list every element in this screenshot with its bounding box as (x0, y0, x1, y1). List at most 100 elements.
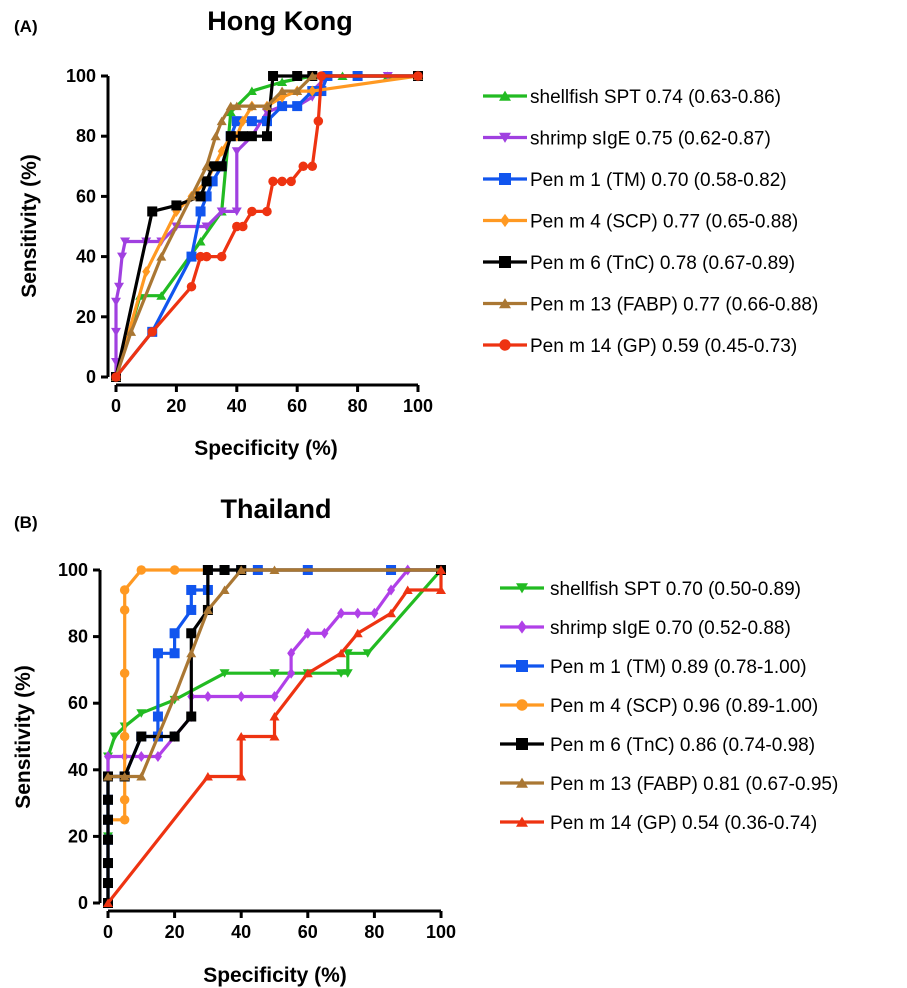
data-point-shellfish-spt-0-70 (342, 669, 353, 678)
legend-entry: Pen m 1 (TM) 0.70 (0.58-0.82) (483, 170, 787, 191)
data-point-pen-m-13-0-81 (169, 692, 180, 701)
legend-marker (516, 738, 528, 750)
panel-b-thailand: (B) Thailand Specificity (%) Sensitivity… (12, 494, 838, 987)
data-point-shellfish-spt-0-70 (362, 649, 373, 658)
legend-label: shellfish SPT 0.74 (0.63-0.86) (530, 87, 781, 108)
series-line-pen-m-14-0-59 (114, 74, 418, 379)
data-point-shrimp-sige-0-70 (303, 627, 312, 639)
legend-entry: Pen m 4 (SCP) 0.96 (0.89-1.00) (500, 696, 818, 717)
data-point-pen-m-14-0-54 (269, 712, 280, 721)
data-point-pen-m-14-0-59 (298, 161, 308, 172)
legend-marker (516, 816, 528, 827)
legend-label: Pen m 1 (TM) 0.89 (0.78-1.00) (550, 657, 807, 678)
data-point-shrimp-sige-0-75 (120, 237, 131, 247)
data-point-pen-m-6-0-78 (292, 71, 303, 81)
panel-a-axes: 0 20 40 60 80 100 0 20 40 60 80 100 (66, 66, 433, 416)
data-point-pen-m-14-0-54 (269, 732, 280, 741)
data-point-shrimp-sige-0-70 (237, 691, 246, 703)
data-point-shrimp-sige-0-75 (216, 207, 227, 216)
panel-b-y-axis-label: Sensitivity (%) (12, 665, 35, 809)
data-point-shrimp-sige-0-75 (231, 207, 242, 216)
x-tick-label: 20 (165, 922, 185, 942)
x-tick-label: 0 (103, 922, 113, 942)
data-point-pen-m-1-0-70 (292, 101, 303, 112)
y-tick-label: 20 (68, 826, 88, 846)
data-point-shellfish-spt-0-74 (195, 237, 206, 246)
data-point-pen-m-1-0-70 (201, 191, 212, 202)
data-point-pen-m-13-0-77 (277, 86, 288, 96)
data-point-pen-m-1-0-70 (186, 251, 197, 262)
data-point-pen-m-14-0-59 (277, 176, 287, 187)
y-tick-label: 0 (86, 367, 96, 387)
data-point-shrimp-sige-0-70 (337, 607, 346, 619)
data-point-pen-m-13-0-77 (262, 101, 272, 111)
data-point-pen-m-13-0-77 (201, 161, 212, 171)
x-tick-label: 40 (231, 922, 251, 942)
data-point-pen-m-6-0-78 (246, 131, 257, 142)
data-point-shrimp-sige-0-70 (353, 607, 362, 619)
data-point-pen-m-13-0-81 (219, 585, 230, 594)
data-point-pen-m-4-0-77 (217, 145, 226, 157)
data-point-shellfish-spt-0-74 (246, 86, 257, 96)
panel-a-title: Hong Kong (207, 6, 352, 36)
panel-b-legend: shellfish SPT 0.70 (0.50-0.89) shrimp sIg… (500, 579, 838, 834)
panel-b-letter: (B) (14, 513, 38, 532)
data-point-pen-m-14-0-59 (313, 116, 324, 126)
data-point-pen-m-14-0-59 (247, 206, 257, 217)
panel-a-legend: shellfish SPT 0.74 (0.63-0.86) shrimp sIg… (483, 87, 818, 357)
legend-entry: Pen m 13 (FABP) 0.81 (0.67-0.95) (500, 774, 838, 795)
data-point-pen-m-14-0-59 (316, 71, 327, 81)
panel-b-axes: 0 20 40 60 80 100 0 20 40 60 80 100 (58, 560, 456, 942)
data-point-pen-m-6-0-86 (169, 731, 180, 742)
legend-entry: shellfish SPT 0.70 (0.50-0.89) (500, 579, 801, 600)
data-point-pen-m-13-0-81 (136, 771, 147, 781)
y-tick-label: 80 (68, 627, 88, 647)
data-point-shrimp-sige-0-70 (137, 750, 146, 762)
series-pen-m-14-0-59 (111, 71, 423, 382)
data-point-shrimp-sige-0-70 (270, 691, 279, 703)
legend-entry: Pen m 13 (FABP) 0.77 (0.66-0.88) (483, 295, 818, 316)
data-point-pen-m-14-0-59 (216, 251, 227, 262)
data-point-pen-m-13-0-81 (269, 565, 280, 574)
data-point-pen-m-6-0-78 (262, 131, 272, 142)
data-point-pen-m-14-0-59 (201, 251, 212, 262)
data-point-pen-m-13-0-77 (210, 131, 221, 141)
data-point-shrimp-sige-0-75 (111, 327, 121, 337)
data-point-pen-m-13-0-77 (292, 86, 303, 96)
data-point-pen-m-6-0-78 (147, 206, 158, 217)
legend-marker (499, 256, 511, 268)
legend-entry: Pen m 6 (TnC) 0.86 (0.74-0.98) (500, 735, 815, 756)
data-point-shrimp-sige-0-75 (111, 297, 121, 307)
legend-label: Pen m 4 (SCP) 0.77 (0.65-0.88) (530, 212, 798, 233)
data-point-shrimp-sige-0-70 (104, 750, 112, 762)
data-point-pen-m-13-0-81 (236, 565, 247, 574)
x-tick-label: 80 (364, 922, 384, 942)
data-point-shellfish-spt-0-74 (156, 291, 167, 300)
y-tick-label: 60 (76, 186, 96, 206)
data-point-pen-m-14-0-59 (147, 327, 157, 337)
data-point-pen-m-13-0-77 (231, 101, 242, 111)
legend-label: Pen m 6 (TnC) 0.86 (0.74-0.98) (550, 735, 815, 756)
data-point-shrimp-sige-0-70 (387, 584, 396, 596)
legend-label: Pen m 14 (GP) 0.54 (0.36-0.74) (550, 813, 817, 834)
data-point-pen-m-14-0-54 (336, 648, 347, 658)
x-tick-label: 40 (227, 396, 247, 416)
data-point-pen-m-1-0-70 (231, 116, 242, 127)
data-point-pen-m-4-0-96 (119, 605, 130, 615)
legend-label: Pen m 13 (FABP) 0.81 (0.67-0.95) (550, 774, 838, 795)
data-point-pen-m-1-0-89 (186, 604, 197, 615)
legend-marker (499, 132, 511, 143)
data-point-pen-m-6-0-86 (186, 711, 197, 722)
data-point-pen-m-4-0-77 (238, 115, 247, 127)
data-point-pen-m-1-0-70 (195, 206, 206, 217)
data-point-pen-m-4-0-96 (169, 565, 180, 575)
data-point-pen-m-14-0-59 (111, 372, 121, 382)
x-tick-label: 100 (403, 396, 433, 416)
data-point-pen-m-6-0-86 (136, 731, 147, 742)
legend-entry: Pen m 6 (TnC) 0.78 (0.67-0.89) (483, 253, 795, 274)
x-tick-label: 0 (111, 396, 121, 416)
series-pen-m-1-0-70 (111, 71, 423, 382)
legend-label: Pen m 1 (TM) 0.70 (0.58-0.82) (530, 170, 787, 191)
data-point-pen-m-14-0-59 (186, 281, 197, 292)
series-line-pen-m-6-0-78 (114, 74, 418, 378)
